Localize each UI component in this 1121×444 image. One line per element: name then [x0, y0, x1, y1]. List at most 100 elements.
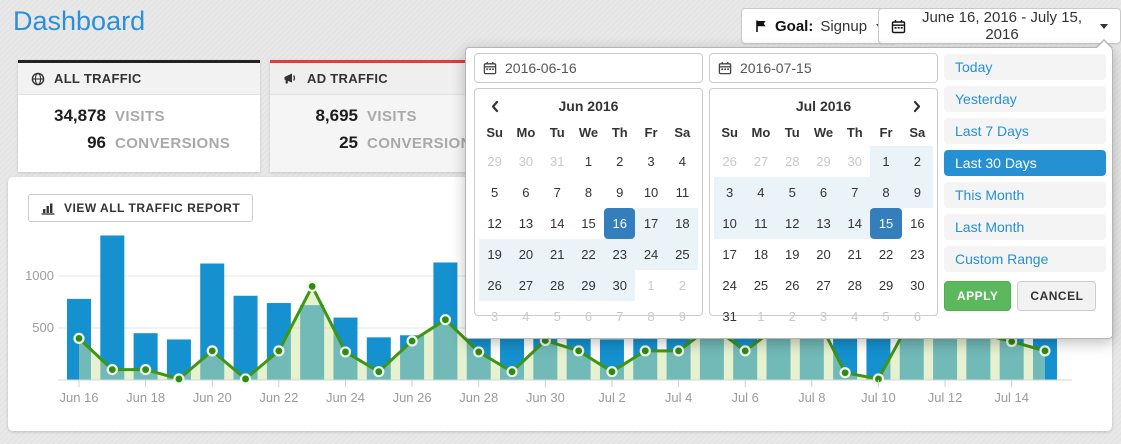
calendar-day[interactable]: 2	[678, 278, 686, 293]
calendar-day[interactable]: 29	[572, 270, 605, 301]
calendar-day[interactable]: 3	[819, 309, 828, 324]
calendar-day[interactable]: 13	[518, 216, 534, 231]
calendar-day[interactable]: 26	[479, 270, 511, 301]
calendar-day[interactable]: 30	[518, 154, 534, 169]
calendar-day[interactable]: 25	[753, 278, 769, 293]
calendar-day[interactable]: 8	[870, 177, 902, 208]
range-option-last-month[interactable]: Last Month	[944, 214, 1106, 240]
calendar-day[interactable]: 4	[678, 154, 686, 169]
calendar-day[interactable]: 6	[807, 177, 840, 208]
calendar-day[interactable]: 24	[635, 239, 667, 270]
calendar-day[interactable]: 18	[666, 208, 698, 239]
calendar-day[interactable]: 5	[776, 177, 808, 208]
calendar-day[interactable]: 5	[553, 309, 561, 324]
calendar-day[interactable]: 28	[847, 278, 862, 293]
calendar-day[interactable]: 1	[757, 309, 765, 324]
calendar-day[interactable]: 12	[487, 216, 502, 231]
range-option-today[interactable]: Today	[944, 54, 1106, 80]
calendar-day[interactable]: 17	[635, 208, 667, 239]
calendar-day[interactable]: 23	[604, 239, 636, 270]
range-option-this-month[interactable]: This Month	[944, 182, 1106, 208]
calendar-day[interactable]: 8	[584, 185, 593, 200]
range-option-last-7-days[interactable]: Last 7 Days	[944, 118, 1106, 144]
calendar-day[interactable]: 6	[913, 309, 921, 324]
calendar-day[interactable]: 9	[901, 177, 933, 208]
all-traffic-card[interactable]: ALL TRAFFIC 34,878 VISITS 96 CONVERSIONS	[18, 60, 260, 172]
calendar-day[interactable]: 17	[722, 247, 737, 262]
calendar-day[interactable]: 30	[604, 270, 636, 301]
calendar-day[interactable]: 14	[839, 208, 871, 239]
calendar-day[interactable]: 24	[722, 278, 737, 293]
calendar-day[interactable]: 27	[510, 270, 542, 301]
calendar-day[interactable]: 8	[647, 309, 655, 324]
calendar-day[interactable]: 19	[784, 247, 800, 262]
calendar-day[interactable]: 18	[753, 247, 769, 262]
calendar-day[interactable]: 9	[616, 185, 624, 200]
calendar-day[interactable]: 20	[510, 239, 542, 270]
start-date-input[interactable]	[474, 53, 703, 83]
prev-month-button[interactable]	[479, 92, 510, 119]
calendar-day[interactable]: 7	[839, 177, 871, 208]
calendar-day[interactable]: 12	[776, 208, 808, 239]
goal-dropdown-button[interactable]: Goal: Signup	[741, 8, 898, 44]
apply-button[interactable]: APPLY	[944, 281, 1012, 311]
calendar-day[interactable]: 25	[666, 239, 698, 270]
calendar-day[interactable]: 5	[882, 309, 890, 324]
calendar-day[interactable]: 29	[878, 278, 894, 293]
calendar-day[interactable]: 31	[549, 154, 565, 169]
date-range-button[interactable]: June 16, 2016 - July 15, 2016	[878, 8, 1121, 44]
calendar-day[interactable]: 3	[714, 177, 746, 208]
calendar-day[interactable]: 23	[910, 247, 925, 262]
view-all-traffic-report-button[interactable]: VIEW ALL TRAFFIC REPORT	[28, 194, 254, 222]
calendar-day[interactable]: 20	[816, 247, 831, 262]
calendar-day[interactable]: 2	[901, 146, 933, 177]
calendar-day[interactable]: 3	[491, 309, 499, 324]
calendar-day[interactable]: 2	[616, 154, 624, 169]
next-month-button[interactable]	[902, 92, 933, 119]
calendar-day[interactable]: 21	[541, 239, 573, 270]
calendar-day[interactable]: 4	[851, 309, 859, 324]
calendar-day[interactable]: 29	[816, 154, 831, 169]
calendar-day[interactable]: 11	[745, 208, 777, 239]
calendar-day[interactable]: 30	[910, 278, 925, 293]
calendar-day[interactable]: 15	[581, 216, 596, 231]
calendar-day[interactable]: 2	[788, 309, 796, 324]
calendar-day[interactable]: 5	[491, 185, 499, 200]
range-option-last-30-days[interactable]: Last 30 Days	[944, 150, 1106, 176]
calendar-day[interactable]: 6	[584, 309, 593, 324]
calendar-day[interactable]: 22	[878, 247, 894, 262]
calendar-day[interactable]: 6	[522, 185, 530, 200]
calendar-day[interactable]: 28	[784, 154, 800, 169]
calendar-day[interactable]: 13	[807, 208, 840, 239]
calendar-day[interactable]: 7	[553, 185, 561, 200]
calendar-day[interactable]: 4	[745, 177, 777, 208]
calendar-day[interactable]: 1	[647, 278, 655, 293]
calendar-day[interactable]: 27	[816, 278, 831, 293]
calendar-day[interactable]: 16	[604, 208, 636, 239]
calendar-day[interactable]: 9	[678, 309, 686, 324]
calendar-day[interactable]: 4	[522, 309, 530, 324]
calendar-day[interactable]: 3	[647, 154, 655, 169]
calendar-day[interactable]: 22	[572, 239, 605, 270]
calendar-day[interactable]: 1	[870, 146, 902, 177]
calendar-day[interactable]: 29	[487, 154, 502, 169]
calendar-day[interactable]: 28	[541, 270, 573, 301]
calendar-day[interactable]: 11	[675, 185, 690, 200]
calendar-day[interactable]: 16	[910, 216, 925, 231]
range-option-custom-range[interactable]: Custom Range	[944, 246, 1106, 272]
calendar-day[interactable]: 10	[714, 208, 746, 239]
end-date-input[interactable]	[709, 53, 938, 83]
calendar-day[interactable]: 19	[479, 239, 511, 270]
range-option-yesterday[interactable]: Yesterday	[944, 86, 1106, 112]
calendar-day[interactable]: 14	[549, 216, 565, 231]
calendar-day[interactable]: 21	[847, 247, 862, 262]
calendar-day[interactable]: 7	[616, 309, 624, 324]
calendar-day[interactable]: 10	[643, 185, 659, 200]
calendar-day[interactable]: 15	[870, 208, 902, 239]
calendar-day[interactable]: 26	[722, 154, 737, 169]
calendar-day[interactable]: 27	[753, 154, 769, 169]
calendar-day[interactable]: 31	[722, 309, 737, 324]
calendar-day[interactable]: 26	[784, 278, 800, 293]
calendar-day[interactable]: 30	[847, 154, 862, 169]
cancel-button[interactable]: CANCEL	[1017, 281, 1097, 311]
